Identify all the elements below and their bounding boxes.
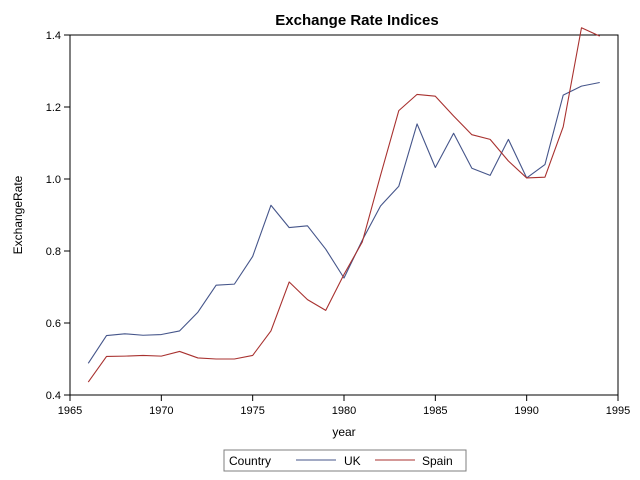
y-tick-label: 1.2 — [46, 102, 61, 114]
legend-title: Country — [229, 454, 271, 468]
y-tick-label: 1.4 — [46, 30, 61, 42]
x-axis: 1965 1970 1975 1980 1985 1990 1995 — [58, 395, 630, 417]
plot-area-frame — [69, 34, 619, 396]
x-tick-label: 1965 — [58, 405, 82, 417]
x-tick-label: 1970 — [149, 405, 173, 417]
y-tick-label: 0.4 — [46, 390, 61, 402]
x-tick-label: 1980 — [332, 405, 356, 417]
legend: Country UK Spain — [223, 449, 467, 472]
legend-label-uk: UK — [344, 454, 361, 468]
x-tick-label: 1975 — [240, 405, 264, 417]
x-tick-label: 1995 — [606, 405, 630, 417]
y-tick-label: 0.8 — [46, 246, 61, 258]
y-axis: 0.4 0.6 0.8 1.0 1.2 1.4 — [46, 30, 70, 402]
x-axis-label: year — [332, 425, 355, 439]
x-tick-label: 1990 — [514, 405, 538, 417]
legend-frame — [223, 449, 467, 472]
y-tick-label: 1.0 — [46, 174, 61, 186]
series-line-uk — [87, 81, 600, 364]
series-line-spain — [87, 27, 600, 383]
x-tick-label: 1985 — [423, 405, 447, 417]
y-axis-label: ExchangeRate — [11, 175, 25, 254]
legend-label-spain: Spain — [422, 454, 453, 468]
chart-title: Exchange Rate Indices — [275, 12, 438, 29]
series-lines — [87, 27, 600, 383]
y-tick-label: 0.6 — [46, 318, 61, 330]
